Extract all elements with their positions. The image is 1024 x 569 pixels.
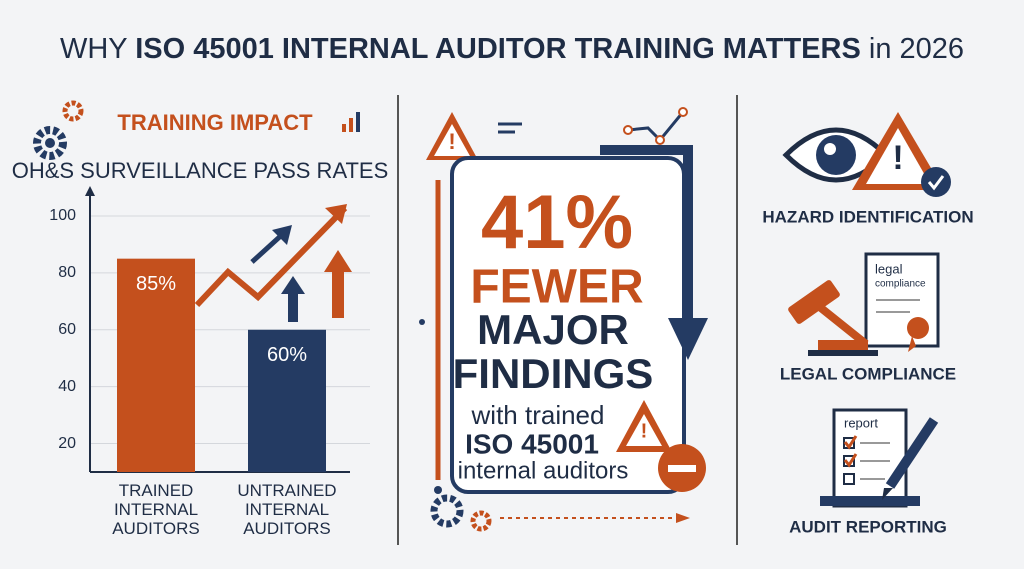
- page-title: WHY ISO 45001 INTERNAL AUDITOR TRAINING …: [60, 33, 964, 65]
- bar: [248, 329, 326, 472]
- chart-title: TRAINING IMPACT: [117, 110, 313, 135]
- mini-bars-icon: [342, 112, 360, 132]
- bar-chart: 20 40 60 80 100 85% TRAINED INTERNAL AUDITORS 60%…: [49, 186, 370, 538]
- doc-subtitle: compliance: [875, 279, 926, 290]
- report-icon: [820, 408, 939, 508]
- legal-icon: [788, 252, 940, 356]
- stat-line: FINDINGS: [453, 350, 654, 397]
- value-label: 85%: [136, 273, 176, 295]
- svg-text:!: !: [641, 420, 648, 442]
- y-tick-label: 60: [58, 321, 76, 338]
- title-part: in 2026: [861, 33, 964, 65]
- item-label: LEGAL COMPLIANCE: [780, 364, 956, 383]
- y-tick-label: 100: [49, 207, 76, 224]
- stat-line: MAJOR: [477, 306, 629, 353]
- x-tick-label: UNTRAINED INTERNAL AUDITORS: [237, 481, 336, 538]
- eye-warning-icon: !: [782, 112, 951, 197]
- stat-line: ISO 45001: [465, 428, 599, 459]
- center-decor: ! !: [419, 107, 708, 532]
- y-tick-label: 20: [58, 435, 76, 452]
- svg-text:!: !: [892, 139, 903, 177]
- x-tick-label: TRAINED INTERNAL AUDITORS: [112, 481, 200, 538]
- chart-subtitle: OH&S SURVEILLANCE PASS RATES: [12, 158, 389, 183]
- stat-line: FEWER: [470, 261, 643, 314]
- title-part: ISO 45001 INTERNAL AUDITOR TRAINING MATT…: [135, 33, 861, 65]
- trend-arrows: [194, 204, 352, 322]
- bar: [117, 258, 195, 472]
- y-tick-label: 40: [58, 378, 76, 395]
- value-label: 60%: [267, 344, 307, 366]
- stat: 41%: [481, 180, 633, 265]
- gear-icons: [33, 100, 84, 160]
- title-part: WHY: [60, 33, 135, 65]
- stat-line: internal auditors: [458, 457, 629, 484]
- y-tick-label: 80: [58, 264, 76, 281]
- doc-title: report: [844, 415, 878, 430]
- item-label: AUDIT REPORTING: [789, 517, 947, 536]
- svg-text:!: !: [448, 129, 455, 154]
- doc-title: legal: [875, 261, 903, 276]
- y-axis-arrow: [85, 186, 95, 196]
- stat-line: with trained: [471, 400, 605, 430]
- item-label: HAZARD IDENTIFICATION: [762, 207, 973, 226]
